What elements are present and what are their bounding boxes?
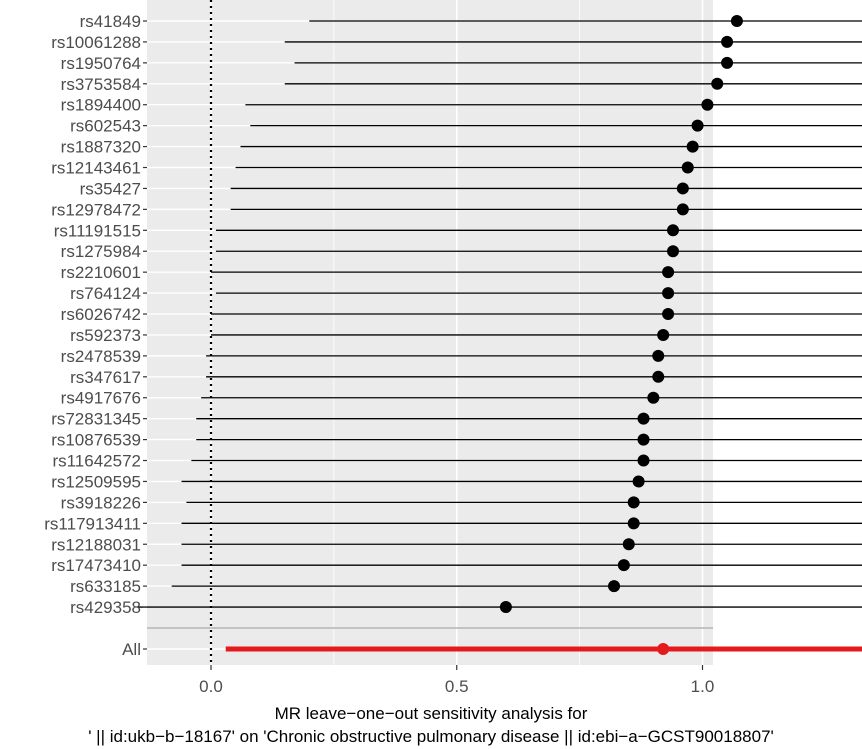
y-label-rs1950764: rs1950764: [61, 54, 141, 73]
x-tick-label: 0.0: [199, 677, 223, 696]
point-rs6026742: [662, 308, 675, 321]
y-label-rs347617: rs347617: [70, 368, 141, 387]
point-rs12509595: [632, 475, 645, 488]
y-label-rs12509595: rs12509595: [51, 472, 141, 491]
y-label-rs17473410: rs17473410: [51, 556, 141, 575]
point-rs10876539: [637, 433, 650, 446]
y-label-rs6026742: rs6026742: [61, 305, 141, 324]
y-label-rs429358: rs429358: [70, 598, 141, 617]
y-label-rs2210601: rs2210601: [61, 263, 141, 282]
point-rs3918226: [627, 496, 640, 509]
point-rs429358: [499, 601, 512, 614]
point-rs35427: [676, 182, 689, 195]
point-rs12188031: [622, 538, 635, 551]
point-rs2210601: [662, 266, 675, 279]
y-label-overall: All: [122, 640, 141, 659]
y-label-rs72831345: rs72831345: [51, 410, 141, 429]
y-label-rs1275984: rs1275984: [61, 242, 141, 261]
x-axis-title-line-1: MR leave−one−out sensitivity analysis fo…: [275, 704, 588, 723]
y-label-rs3753584: rs3753584: [61, 75, 141, 94]
point-rs592373: [657, 328, 670, 341]
point-rs4917676: [647, 391, 660, 404]
y-label-rs11191515: rs11191515: [54, 221, 141, 240]
point-rs12143461: [681, 161, 694, 174]
point-rs3753584: [711, 77, 724, 90]
y-label-rs10876539: rs10876539: [51, 431, 141, 450]
point-rs17473410: [617, 559, 630, 572]
point-rs347617: [652, 370, 665, 383]
x-axis: 0.00.51.01.52.0: [199, 665, 715, 696]
y-label-rs1887320: rs1887320: [61, 138, 141, 157]
estimate-points: [499, 15, 743, 655]
y-label-rs3918226: rs3918226: [61, 493, 141, 512]
point-rs117913411: [627, 517, 640, 530]
point-rs12978472: [676, 203, 689, 216]
point-rs41849: [730, 15, 743, 27]
point-rs1275984: [667, 245, 680, 258]
point-rs2478539: [652, 349, 665, 362]
y-label-rs12978472: rs12978472: [51, 200, 141, 219]
point-rs11191515: [667, 224, 680, 237]
y-label-rs12143461: rs12143461: [51, 159, 141, 178]
y-label-rs117913411: rs117913411: [44, 514, 141, 533]
y-label-rs602543: rs602543: [70, 117, 141, 136]
point-rs10061288: [721, 35, 734, 48]
y-label-rs633185: rs633185: [70, 577, 141, 596]
point-overall: [657, 643, 670, 655]
y-label-rs41849: rs41849: [80, 12, 141, 31]
y-label-rs10061288: rs10061288: [51, 33, 141, 52]
point-rs633185: [608, 580, 621, 593]
point-rs11642572: [637, 454, 650, 467]
y-axis-labels: rs41849 rs10061288 rs1950764 rs3753584 rs189…: [44, 12, 147, 659]
y-label-rs12188031: rs12188031: [51, 535, 141, 554]
point-rs72831345: [637, 412, 650, 425]
x-tick-label: 0.5: [445, 677, 469, 696]
y-label-rs11642572: rs11642572: [52, 452, 141, 471]
x-axis-title-line-2: ' || id:ukb−b−18167' on 'Chronic obstruc…: [88, 727, 774, 746]
y-label-rs35427: rs35427: [80, 179, 141, 198]
y-label-rs2478539: rs2478539: [61, 347, 141, 366]
y-label-rs4917676: rs4917676: [61, 389, 141, 408]
x-tick-label: 1.0: [691, 677, 715, 696]
point-rs1887320: [686, 140, 699, 153]
y-label-rs764124: rs764124: [70, 284, 141, 303]
point-rs1894400: [701, 98, 714, 111]
point-rs1950764: [721, 56, 734, 69]
plot-panel: [147, 0, 713, 665]
y-label-rs592373: rs592373: [70, 326, 141, 345]
point-rs764124: [662, 287, 675, 300]
point-rs602543: [691, 119, 704, 132]
y-label-rs1894400: rs1894400: [61, 96, 141, 115]
